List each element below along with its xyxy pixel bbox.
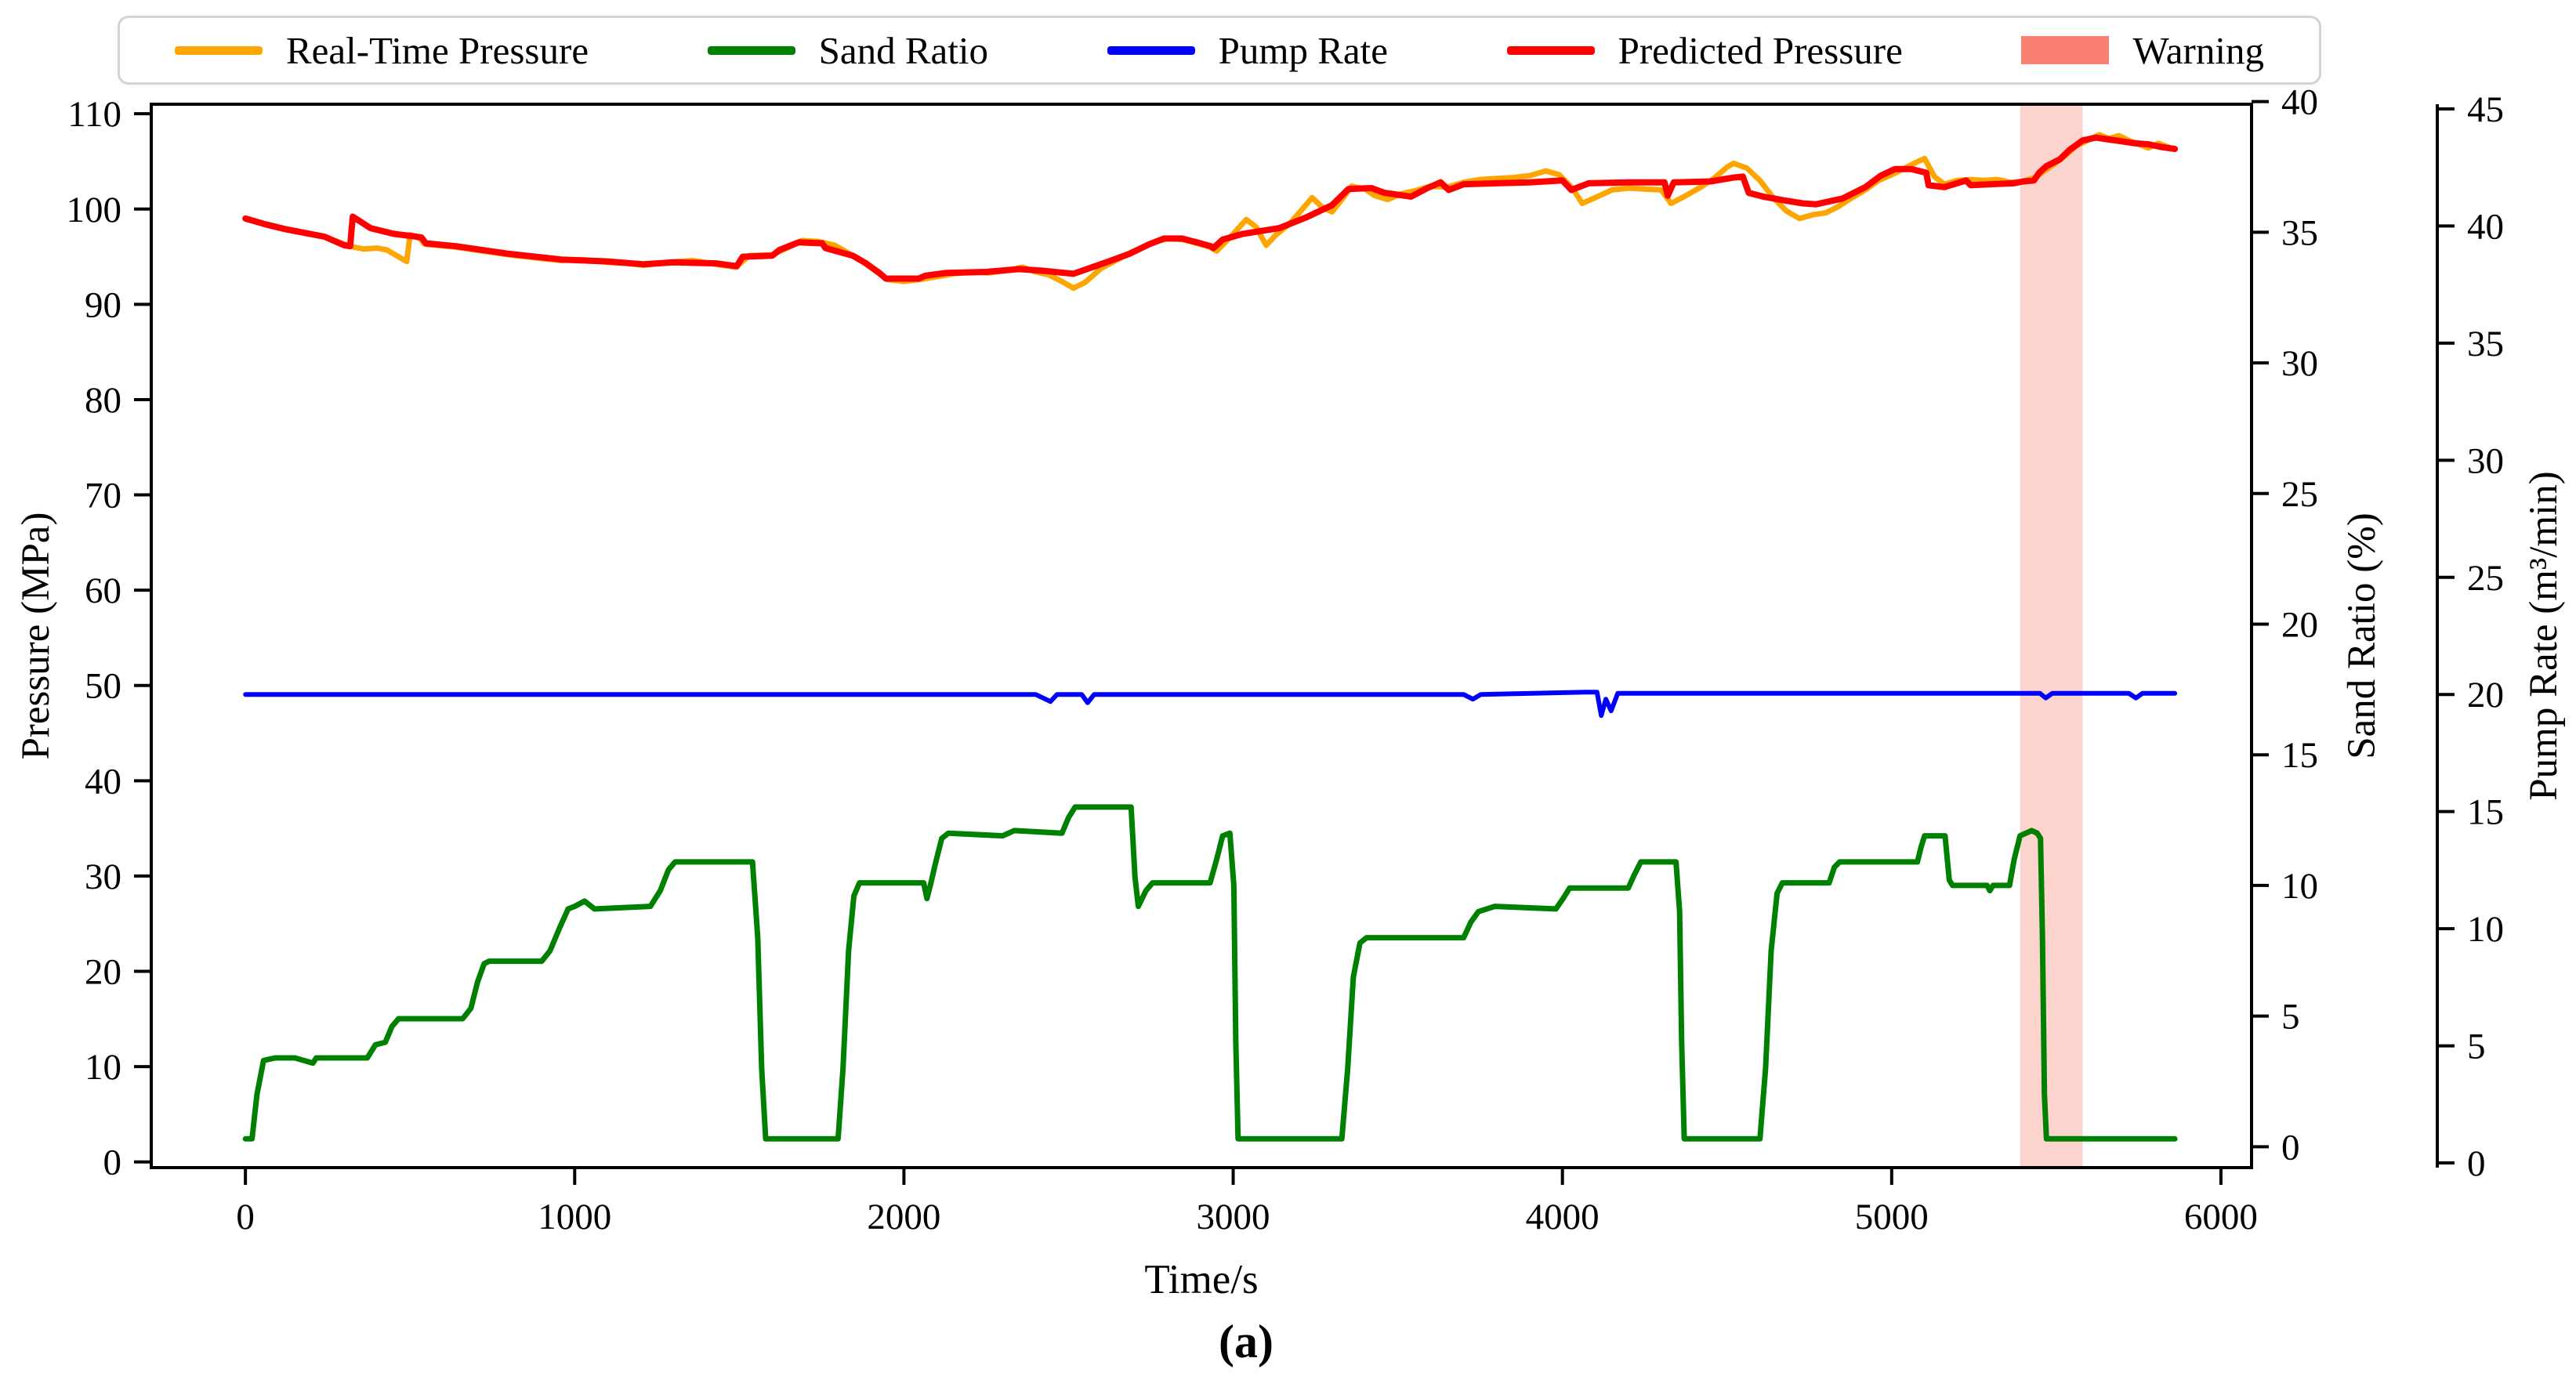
pump-axis-tick-label: 15 bbox=[2467, 792, 2504, 833]
legend-label: Sand Ratio bbox=[818, 28, 989, 72]
pump-axis-tick-label: 0 bbox=[2467, 1143, 2486, 1184]
x-axis-tick-label: 2000 bbox=[867, 1197, 940, 1237]
x-axis-tick-label: 6000 bbox=[2184, 1197, 2258, 1237]
legend-label: Real-Time Pressure bbox=[286, 28, 589, 72]
sand-axis-tick-label: 30 bbox=[2281, 343, 2318, 384]
pump-axis-tick-label: 30 bbox=[2467, 440, 2504, 481]
warning-region bbox=[2020, 104, 2083, 1168]
pressure-axis-tick-label: 110 bbox=[67, 94, 121, 135]
pump-axis-tick-label: 10 bbox=[2467, 909, 2504, 950]
sand-axis-tick-label: 5 bbox=[2281, 997, 2300, 1038]
pump-axis-tick-label: 40 bbox=[2467, 206, 2504, 247]
legend-line-swatch bbox=[175, 45, 263, 55]
x-axis-tick-label: 1000 bbox=[538, 1197, 611, 1237]
legend-label: Warning bbox=[2132, 28, 2264, 72]
pressure-axis-tick-label: 50 bbox=[85, 666, 121, 707]
pressure-axis-tick-label: 40 bbox=[85, 761, 121, 802]
x-axis-tick-label: 3000 bbox=[1197, 1197, 1270, 1237]
legend-item-real-time-pressure: Real-Time Pressure bbox=[175, 31, 589, 70]
legend-line-swatch bbox=[707, 45, 795, 55]
legend-label: Pump Rate bbox=[1218, 28, 1389, 72]
series-real-time-pressure bbox=[242, 132, 2172, 292]
pressure-axis-tick-label: 70 bbox=[85, 476, 121, 516]
legend-label: Predicted Pressure bbox=[1618, 28, 1903, 72]
legend-line-swatch bbox=[1506, 45, 1595, 55]
chart-legend: Real-Time Pressure Sand Ratio Pump Rate Pre… bbox=[118, 16, 2321, 85]
legend-item-pump-rate: Pump Rate bbox=[1107, 31, 1388, 70]
pump-axis-tick-label: 45 bbox=[2467, 89, 2504, 130]
legend-item-predicted-pressure: Predicted Pressure bbox=[1506, 28, 1903, 72]
pump-axis-label: Pump Rate (m³/min) bbox=[2522, 471, 2566, 800]
pressure-axis-tick-label: 90 bbox=[85, 284, 121, 325]
sand-axis-tick-label: 0 bbox=[2281, 1127, 2300, 1168]
x-axis-label: Time/s bbox=[1144, 1257, 1258, 1302]
legend-patch-swatch bbox=[2021, 36, 2110, 64]
pressure-axis-tick-label: 20 bbox=[85, 952, 121, 993]
pressure-axis-tick-label: 100 bbox=[67, 190, 122, 230]
figure-caption: (a) bbox=[1219, 1316, 1274, 1367]
sand-axis-tick-label: 10 bbox=[2281, 866, 2318, 907]
x-axis-tick-label: 0 bbox=[236, 1197, 255, 1237]
pump-axis-tick-label: 25 bbox=[2467, 558, 2504, 599]
pressure-axis-tick-label: 10 bbox=[85, 1047, 121, 1088]
sand-axis-tick-label: 40 bbox=[2281, 82, 2318, 123]
plot-box-spines bbox=[150, 103, 2253, 1169]
sand-axis-label: Sand Ratio (%) bbox=[2340, 512, 2384, 759]
pump-axis-tick-label: 35 bbox=[2467, 324, 2504, 364]
pressure-axis-tick-label: 60 bbox=[85, 570, 121, 611]
pump-axis-tick-label: 5 bbox=[2467, 1027, 2486, 1067]
x-axis-tick-label: 5000 bbox=[1855, 1197, 1929, 1237]
pressure-axis-tick-label: 30 bbox=[85, 857, 121, 897]
sand-axis-tick-label: 25 bbox=[2281, 474, 2318, 515]
legend-line-swatch bbox=[1107, 45, 1195, 55]
sand-axis-tick-label: 20 bbox=[2281, 604, 2318, 645]
series-predicted-pressure bbox=[242, 134, 2179, 282]
pressure-axis-label: Pressure (MPa) bbox=[14, 512, 58, 760]
series-pump-rate bbox=[243, 690, 2178, 719]
x-axis-tick-label: 4000 bbox=[1526, 1197, 1600, 1237]
sand-axis-tick-label: 35 bbox=[2281, 212, 2318, 253]
legend-item-sand-ratio: Sand Ratio bbox=[707, 28, 989, 72]
pressure-axis-tick-label: 0 bbox=[103, 1143, 122, 1183]
legend-item-warning: Warning bbox=[2021, 31, 2264, 70]
series-sand-ratio bbox=[242, 804, 2178, 1142]
pressure-axis-tick-label: 80 bbox=[85, 380, 121, 421]
pump-axis-tick-label: 20 bbox=[2467, 675, 2504, 715]
sand-axis-tick-label: 15 bbox=[2281, 735, 2318, 776]
